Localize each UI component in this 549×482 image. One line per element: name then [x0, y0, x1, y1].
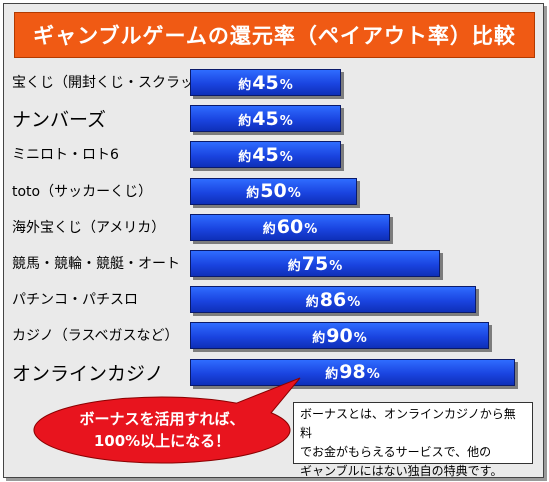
callout-text: ボーナスを活用すれば、 100%以上になる！	[44, 408, 280, 452]
bar: 約45%	[190, 69, 341, 96]
bar-value-label: 約60%	[262, 216, 318, 239]
bar-value-label: 約90%	[312, 324, 367, 347]
bar: 約45%	[190, 105, 341, 133]
bar-value-label: 約45%	[238, 71, 293, 94]
bar-value-label: 約86%	[305, 288, 361, 311]
note-line-1: ボーナスとは、オンラインカジノから無料	[300, 407, 516, 440]
category-label: パチンコ・パチスロ	[12, 292, 138, 309]
category-label: 競馬・競輪・競艇・オート	[12, 256, 180, 272]
category-label: 海外宝くじ（アメリカ）	[12, 219, 166, 236]
bar: 約75%	[190, 250, 440, 277]
callout-line-1: ボーナスを活用すれば、	[79, 410, 245, 428]
callout-line-2: 100%以上になる！	[93, 432, 231, 450]
note-line-2: でお金がもらえるサービスで、他の	[300, 445, 492, 459]
bar-value-label: 約45%	[238, 143, 293, 166]
category-label: ミニロト・ロト6	[12, 147, 119, 164]
callout-shape	[33, 377, 301, 464]
bar: 約45%	[190, 141, 341, 169]
category-label: ナンバーズ	[12, 109, 107, 132]
category-label: 宝くじ（開封くじ・スクラッチ）	[12, 75, 222, 91]
bar-value-label: 約75%	[287, 252, 343, 275]
category-label: オンラインカジノ	[12, 362, 164, 385]
bar-value-label: 約98%	[325, 361, 380, 384]
bar: 約90%	[190, 322, 489, 350]
note-line-3: ギャンブルにはない独自の特典です。	[300, 464, 503, 478]
bar: 約50%	[190, 177, 357, 205]
bar: 約60%	[190, 213, 390, 241]
bonus-note: ボーナスとは、オンラインカジノから無料 でお金がもらえるサービスで、他の ギャン…	[293, 402, 533, 478]
chart-title: ギャンブルゲームの還元率（ペイアウト率）比較	[14, 12, 535, 58]
bar: 約86%	[190, 286, 476, 314]
bar: 約98%	[190, 358, 515, 386]
category-label: toto（サッカーくじ）	[12, 183, 153, 200]
bar-value-label: 約50%	[246, 180, 301, 203]
category-label: カジノ（ラスベガスなど）	[12, 328, 179, 345]
bar-value-label: 約45%	[238, 107, 293, 130]
